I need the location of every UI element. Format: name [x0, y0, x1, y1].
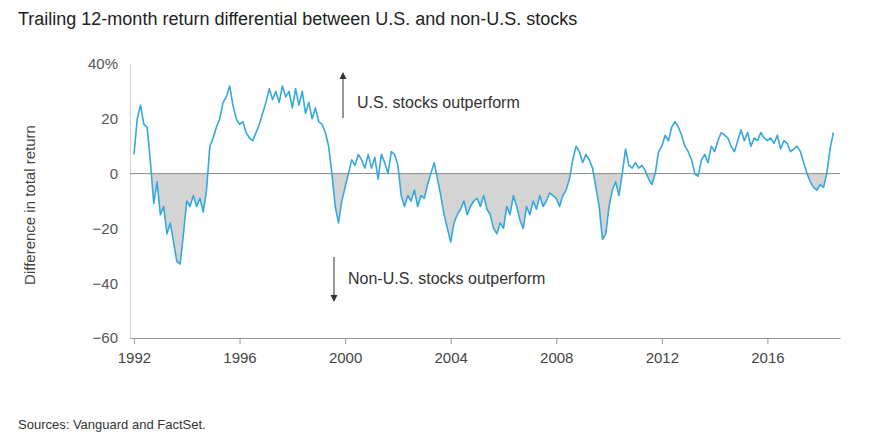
y-tick: −60: [93, 329, 130, 346]
y-tick-label: −40: [93, 275, 118, 292]
y-tick-label: 0: [110, 165, 118, 182]
y-tick: 0: [110, 165, 130, 182]
annotation-arrow-head: [340, 72, 347, 79]
x-tick-label: 1996: [223, 349, 256, 366]
y-tick: 40%: [88, 55, 130, 72]
y-axis-title: Difference in total return: [21, 125, 38, 285]
x-tick: 1996: [223, 338, 256, 366]
x-tick-mark: [556, 338, 557, 344]
y-tick-label: −60: [93, 329, 118, 346]
source: Sources: Vanguard and FactSet.: [18, 417, 206, 432]
y-axis: 40% 20 0 −20 −40 −60: [88, 55, 131, 346]
x-tick-mark: [240, 338, 241, 344]
y-axis-line: [130, 65, 131, 339]
x-tick-mark: [662, 338, 663, 344]
x-tick-mark: [767, 338, 768, 344]
x-tick-label: 2004: [435, 349, 468, 366]
x-tick-label: 2000: [329, 349, 362, 366]
x-tick-label: 2012: [646, 349, 679, 366]
y-tick: 20: [101, 110, 130, 127]
x-tick-label: 1992: [118, 349, 151, 366]
x-tick-mark: [134, 338, 135, 344]
x-tick: 2012: [646, 338, 679, 366]
x-tick: 2008: [540, 338, 573, 366]
title: Trailing 12-month return differential be…: [18, 9, 577, 29]
y-tick-label: −20: [93, 220, 118, 237]
plot-area: [130, 86, 840, 264]
x-tick: 1992: [118, 338, 151, 366]
y-tick-label: 40%: [88, 55, 118, 72]
x-tick-label: 2008: [540, 349, 573, 366]
annotation-arrow-head: [331, 295, 338, 302]
series-line: [134, 86, 833, 264]
negative-area: [134, 174, 833, 264]
x-tick: 2016: [751, 338, 784, 366]
annotation: Non-U.S. stocks outperform: [331, 257, 546, 302]
x-axis-line: [131, 338, 841, 339]
negative-region: [134, 174, 833, 264]
annotation-arrow-shaft: [343, 77, 344, 118]
zero-line: [130, 173, 840, 174]
x-tick-label: 2016: [751, 349, 784, 366]
annotation: U.S. stocks outperform: [340, 72, 520, 118]
x-axis: 1992 1996 2000 2004 2008 2012 2016: [118, 338, 841, 366]
chart: Trailing 12-month return differential be…: [0, 0, 880, 446]
annotation-arrow-shaft: [334, 257, 335, 297]
x-tick-mark: [345, 338, 346, 344]
x-tick: 2000: [329, 338, 362, 366]
x-tick-mark: [451, 338, 452, 344]
annotation-text: Non-U.S. stocks outperform: [348, 270, 545, 287]
y-tick: −20: [93, 220, 130, 237]
y-tick-label: 20: [101, 110, 118, 127]
annotation-text: U.S. stocks outperform: [357, 94, 520, 111]
x-tick: 2004: [435, 338, 468, 366]
y-tick: −40: [93, 275, 130, 292]
